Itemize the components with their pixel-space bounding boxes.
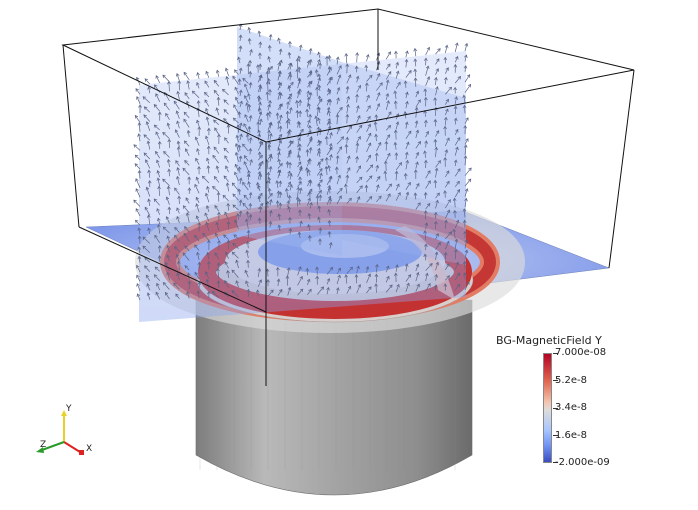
legend-label: 3.4e-8	[555, 402, 587, 414]
legend-label-min: -2.000e-09	[555, 457, 610, 469]
axis-label-x: X	[86, 444, 92, 454]
legend-label: 1.6e-8	[555, 430, 587, 442]
legend-label: 5.2e-8	[555, 375, 587, 387]
legend-title: BG-MagneticField Y	[496, 334, 602, 347]
legend-label-max: 7.000e-08	[555, 347, 606, 359]
color-legend-bar[interactable]	[543, 353, 552, 463]
x-axis-arrow-icon	[79, 450, 84, 455]
axis-label-y: Y	[66, 404, 72, 414]
axis-label-z: Z	[40, 440, 46, 450]
